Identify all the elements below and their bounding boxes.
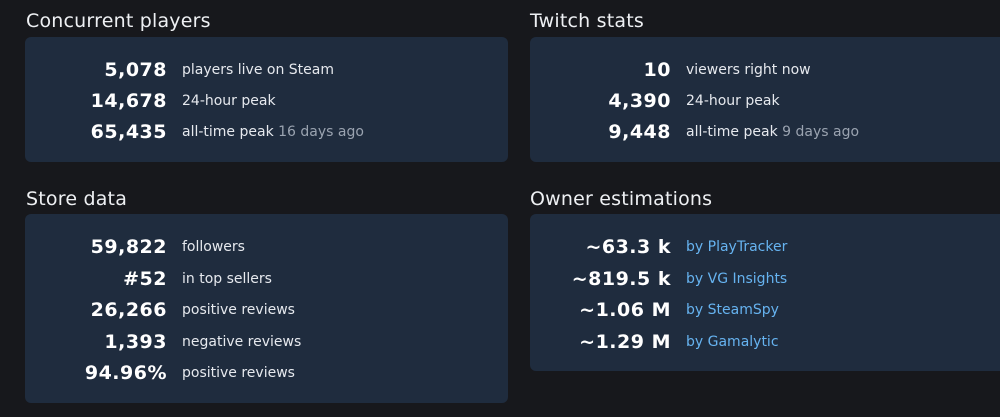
stat-row: 26,266 positive reviews (25, 299, 508, 321)
playtracker-link[interactable]: by PlayTracker (686, 239, 788, 255)
stat-value: 9,448 (608, 121, 671, 143)
stat-row: 14,678 24-hour peak (25, 90, 508, 112)
twitch-stats-card: 10 viewers right now 4,390 24-hour peak … (530, 37, 1000, 162)
stat-label: 24-hour peak (686, 93, 780, 109)
stat-value: 59,822 (90, 236, 167, 258)
estimate-value: ~1.06 M (579, 299, 671, 321)
stat-note: 9 days ago (782, 124, 860, 140)
stat-value: 5,078 (104, 59, 167, 81)
stat-label: all-time peak 16 days ago (182, 124, 364, 140)
stat-row: 65,435 all-time peak 16 days ago (25, 121, 508, 143)
stat-row: 59,822 followers (25, 236, 508, 258)
stat-value: 14,678 (90, 90, 167, 112)
stat-label: players live on Steam (182, 62, 334, 78)
vg-insights-link[interactable]: by VG Insights (686, 271, 788, 287)
steamspy-link[interactable]: by SteamSpy (686, 302, 779, 318)
store-data-title: Store data (26, 188, 128, 210)
stat-label: all-time peak 9 days ago (686, 124, 860, 140)
stat-label: followers (182, 239, 245, 255)
stat-row: 94.96% positive reviews (25, 362, 508, 384)
stat-label: 24-hour peak (182, 93, 276, 109)
stat-label: viewers right now (686, 62, 811, 78)
stat-value: 4,390 (608, 90, 671, 112)
concurrent-players-card: 5,078 players live on Steam 14,678 24-ho… (25, 37, 508, 162)
stat-row: 4,390 24-hour peak (530, 90, 1000, 112)
estimate-row: ~63.3 k by PlayTracker (530, 236, 1000, 258)
owner-estimations-title: Owner estimations (530, 188, 713, 210)
stat-value: 65,435 (90, 121, 167, 143)
concurrent-players-title: Concurrent players (26, 10, 211, 32)
stat-note: 16 days ago (278, 124, 364, 140)
owner-estimations-card: ~63.3 k by PlayTracker ~819.5 k by VG In… (530, 214, 1000, 371)
stat-row: 5,078 players live on Steam (25, 59, 508, 81)
estimate-value: ~819.5 k (571, 268, 671, 290)
stat-value: #52 (123, 268, 167, 290)
estimate-row: ~819.5 k by VG Insights (530, 268, 1000, 290)
estimate-row: ~1.29 M by Gamalytic (530, 331, 1000, 353)
store-data-card: 59,822 followers #52 in top sellers 26,2… (25, 214, 508, 403)
stat-value: 10 (643, 59, 671, 81)
stat-label: positive reviews (182, 365, 295, 381)
stat-label: positive reviews (182, 302, 295, 318)
gamalytic-link[interactable]: by Gamalytic (686, 334, 779, 350)
stat-row: #52 in top sellers (25, 268, 508, 290)
stat-value: 1,393 (104, 331, 167, 353)
stat-value: 94.96% (84, 362, 167, 384)
stat-row: 10 viewers right now (530, 59, 1000, 81)
stat-value: 26,266 (90, 299, 167, 321)
stat-label: negative reviews (182, 334, 302, 350)
stat-row: 1,393 negative reviews (25, 331, 508, 353)
stat-label: in top sellers (182, 271, 272, 287)
estimate-value: ~1.29 M (579, 331, 671, 353)
estimate-value: ~63.3 k (585, 236, 671, 258)
estimate-row: ~1.06 M by SteamSpy (530, 299, 1000, 321)
stat-row: 9,448 all-time peak 9 days ago (530, 121, 1000, 143)
twitch-stats-title: Twitch stats (530, 10, 644, 32)
